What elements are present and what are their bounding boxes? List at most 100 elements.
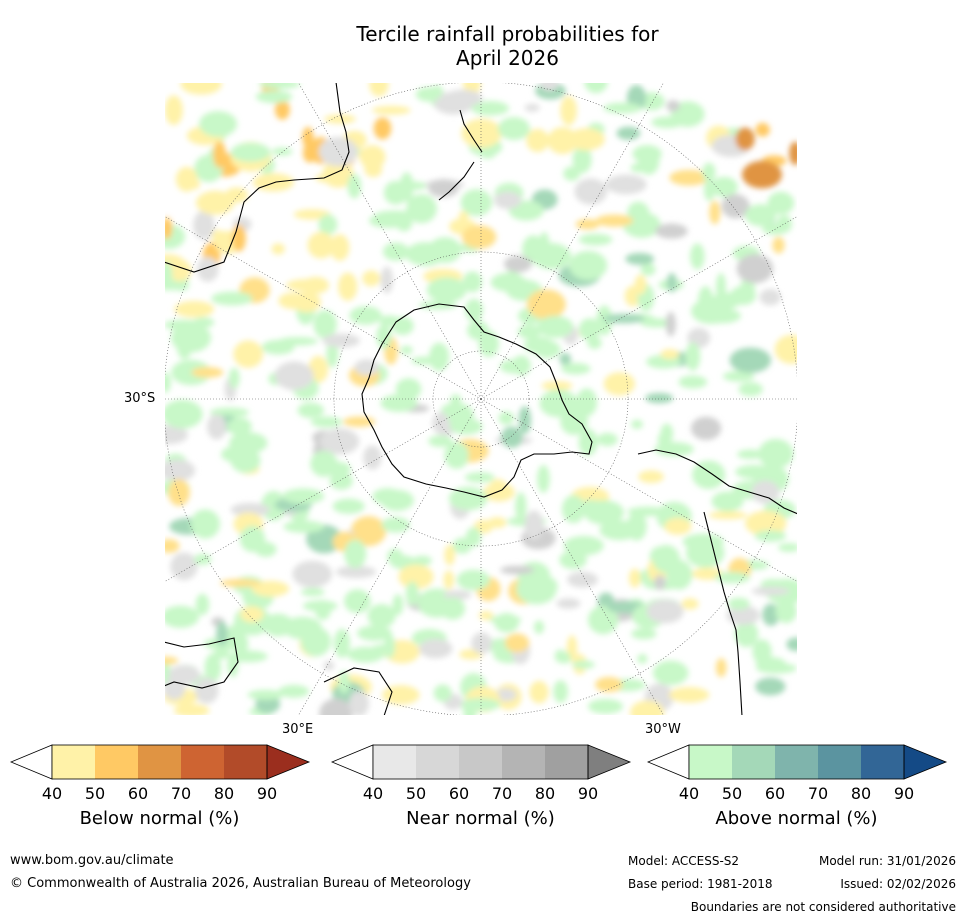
- shading-patch: [627, 506, 668, 517]
- shading-patch: [533, 620, 545, 634]
- colorbar-label: Below normal (%): [79, 808, 240, 829]
- shading-patch: [531, 242, 572, 270]
- shading-patch: [373, 117, 392, 140]
- shading-patch: [504, 633, 530, 653]
- shading-patch: [512, 355, 531, 376]
- probability-shading: [164, 82, 798, 716]
- shading-patch: [741, 160, 782, 189]
- colorbar-low-extend: [647, 744, 690, 780]
- south-america-coast-2: [703, 511, 743, 716]
- shading-patch: [310, 450, 338, 477]
- shading-patch: [775, 598, 797, 624]
- shading-patch: [367, 603, 396, 628]
- footer-copyright: © Commonwealth of Australia 2026, Austra…: [10, 876, 471, 891]
- title-line-1: Tercile rainfall probabilities for: [356, 22, 659, 46]
- footer-base-period: Base period: 1981-2018: [628, 877, 773, 891]
- footer-model-run: Model run: 31/01/2026: [818, 854, 956, 868]
- shading-patch: [334, 628, 351, 658]
- shading-patch: [498, 411, 515, 425]
- colorbar-label: Near normal (%): [406, 808, 555, 829]
- shading-patch: [195, 593, 210, 616]
- shading-patch: [300, 588, 325, 597]
- shading-patch: [286, 279, 327, 292]
- shading-patch: [363, 445, 382, 470]
- shading-patch: [239, 525, 266, 553]
- shading-patch: [778, 543, 798, 552]
- shading-patch: [560, 96, 577, 126]
- colorbar-tick-label: 40: [362, 784, 384, 803]
- shading-patch: [500, 565, 535, 575]
- shading-patch: [364, 161, 383, 178]
- shading-patch: [668, 687, 710, 703]
- shading-patch: [392, 594, 404, 616]
- shading-patch: [211, 291, 253, 306]
- shading-patch: [240, 606, 264, 623]
- shading-patch: [444, 544, 455, 566]
- shading-patch: [428, 237, 462, 264]
- africa-coast-2: [323, 667, 393, 716]
- shading-patch: [603, 372, 636, 396]
- shading-patch: [697, 286, 714, 316]
- shading-patch: [578, 318, 601, 341]
- shading-patch: [318, 214, 338, 235]
- shading-patch: [410, 356, 440, 365]
- shading-patch: [344, 539, 367, 569]
- shading-patch: [730, 285, 757, 306]
- shading-patch: [342, 416, 376, 427]
- shading-patch: [164, 459, 196, 482]
- shading-patch: [227, 417, 252, 436]
- shading-patch: [444, 441, 469, 469]
- shading-patch: [426, 277, 467, 303]
- shading-patch: [164, 677, 186, 700]
- shading-patch: [369, 82, 389, 97]
- colorbar-tick-label: 40: [678, 784, 700, 803]
- shading-patch: [578, 233, 613, 246]
- shading-patch: [559, 651, 571, 664]
- shading-patch: [175, 166, 198, 192]
- colorbar-segment: [818, 745, 861, 779]
- shading-patch: [708, 511, 748, 520]
- shading-patch: [347, 173, 362, 199]
- colorbar-segment: [689, 745, 732, 779]
- shading-patch: [168, 479, 190, 506]
- shading-patch: [715, 658, 727, 678]
- shading-patch: [323, 660, 335, 671]
- shading-patch: [195, 190, 235, 215]
- shading-patch: [758, 438, 794, 469]
- shading-patch: [681, 598, 699, 610]
- shading-patch: [587, 605, 619, 635]
- colorbar-graphic: [331, 744, 632, 780]
- colorbar-segment: [181, 745, 224, 779]
- shading-patch: [226, 623, 245, 649]
- shading-patch: [322, 333, 360, 348]
- shading-patch: [523, 336, 555, 354]
- shading-patch: [258, 82, 301, 89]
- shading-patch: [682, 533, 725, 550]
- shading-patch: [710, 176, 738, 198]
- shading-patch: [320, 428, 360, 455]
- shading-patch: [471, 632, 493, 654]
- shading-patch: [292, 291, 321, 313]
- shading-patch: [164, 605, 200, 628]
- shading-patch: [497, 117, 530, 141]
- shading-patch: [306, 524, 343, 554]
- shading-patch: [164, 261, 173, 291]
- shading-patch: [164, 95, 183, 126]
- shading-patch: [722, 371, 755, 382]
- shading-patch: [736, 449, 764, 460]
- shading-patch: [576, 388, 598, 417]
- shading-patch: [292, 560, 333, 588]
- lon-label-30w: 30°W: [645, 722, 681, 737]
- shading-patch: [164, 372, 171, 393]
- shading-patch: [690, 243, 705, 270]
- shading-patch: [755, 677, 786, 696]
- shading-patch: [754, 530, 787, 542]
- shading-patch: [526, 128, 549, 153]
- shading-patch: [174, 300, 215, 318]
- shading-patch: [786, 637, 798, 652]
- shading-patch: [350, 516, 387, 547]
- shading-patch: [461, 225, 497, 249]
- footer-url: www.bom.gov.au/climate: [10, 853, 174, 868]
- shading-patch: [597, 432, 618, 447]
- shading-patch: [271, 147, 293, 156]
